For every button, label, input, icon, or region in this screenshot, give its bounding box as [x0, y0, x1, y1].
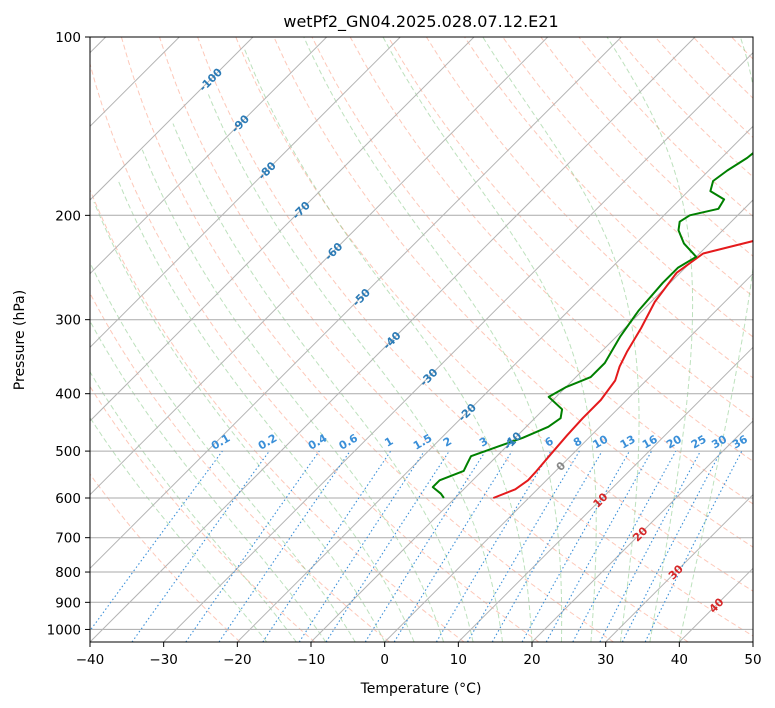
isotherm-gridline	[90, 37, 401, 349]
isotherm-gridline	[90, 37, 622, 570]
mixing-ratio-line	[185, 450, 320, 642]
isotherm-gridline	[605, 493, 753, 642]
isotherm-gridline	[531, 420, 753, 642]
dry-adiabat	[235, 37, 753, 592]
mixing-ratio-line	[298, 450, 425, 642]
background-lines	[90, 37, 753, 642]
dry-adiabat	[349, 37, 753, 462]
moist-adiabat	[678, 37, 753, 642]
isotherm-gridline	[236, 125, 753, 642]
x-axis-label: Temperature (°C)	[360, 681, 482, 697]
dry-adiabat	[90, 188, 465, 642]
y-tick-label: 300	[55, 313, 81, 329]
dry-adiabat	[425, 37, 753, 379]
x-tick-label: 10	[450, 652, 467, 668]
x-tick-label: −10	[297, 652, 326, 668]
isotherm-gridline	[90, 37, 475, 422]
dry-adiabat	[273, 37, 753, 548]
y-tick-label: 1000	[47, 622, 81, 638]
profiles	[431, 151, 753, 499]
y-tick-label: 500	[55, 444, 81, 460]
moist-adiabat	[244, 49, 533, 642]
mixing-ratio-line	[131, 450, 270, 642]
mixing-ratio-line	[325, 450, 450, 642]
x-tick-label: 40	[671, 652, 688, 668]
x-tick-label: 20	[523, 652, 540, 668]
isotherm-gridline	[90, 37, 549, 496]
y-tick-label: 600	[55, 491, 81, 507]
x-tick-label: 0	[380, 652, 389, 668]
isotherm-gridline	[457, 346, 753, 642]
plot-frame	[89, 36, 754, 643]
mixing-ratio-line	[218, 450, 351, 642]
y-tick-label: 100	[55, 30, 81, 46]
dry-adiabat	[464, 37, 753, 338]
mixing-ratio-line	[393, 450, 513, 642]
x-axis: −40 −30 −20 −10 0 10 20 30 40 50	[76, 642, 762, 668]
isotherm-gridline	[90, 37, 254, 201]
dry-adiabat	[90, 62, 540, 642]
mixing-ratio-line	[521, 450, 630, 642]
mixing-ratio-line	[572, 450, 677, 642]
isotherm-gridline	[384, 272, 753, 642]
moist-adiabat	[482, 37, 640, 642]
chart-title: wetPf2_GN04.2025.028.07.12.E21	[283, 12, 558, 32]
moist-adiabat	[90, 320, 327, 642]
moist-adiabat	[93, 201, 386, 642]
isotherm-gridline	[90, 37, 328, 275]
x-tick-label: 30	[597, 652, 614, 668]
dry-adiabat	[90, 292, 390, 642]
x-tick-label: −30	[149, 652, 178, 668]
y-axis: 100 200 300 400 500 600 700 800 900 1000	[47, 30, 90, 638]
x-tick-label: −40	[76, 652, 105, 668]
isotherm-gridline	[163, 51, 753, 642]
dry-adiabat	[90, 385, 316, 642]
y-tick-label: 200	[55, 208, 81, 224]
dry-adiabat	[90, 473, 241, 642]
y-tick-label: 900	[55, 595, 81, 611]
y-axis-label: Pressure (hPa)	[12, 290, 28, 390]
mixing-ratio-line	[545, 450, 653, 642]
moist-adiabat	[90, 416, 268, 642]
mixing-ratio-line	[262, 450, 392, 642]
moist-adiabat	[303, 37, 563, 642]
mixing-ratio-line	[90, 450, 223, 632]
dry-adiabat	[197, 37, 753, 637]
y-tick-label: 700	[55, 531, 81, 547]
y-tick-label: 400	[55, 387, 81, 403]
mixing-ratio-line	[644, 450, 743, 642]
moist-adiabat	[90, 370, 297, 642]
moist-adiabat	[382, 37, 597, 642]
dry-adiabat	[159, 37, 689, 642]
dry-adiabat	[120, 37, 614, 642]
dewpoint-profile	[431, 151, 753, 499]
moist-adiabat	[117, 180, 415, 642]
isotherm-gridline	[310, 199, 753, 642]
moist-adiabat	[90, 261, 356, 642]
temperature-profile	[492, 240, 753, 499]
x-tick-label: 50	[744, 652, 761, 668]
isotherm-gridline	[90, 37, 696, 642]
x-tick-label: −20	[223, 652, 252, 668]
y-tick-label: 800	[55, 565, 81, 581]
moist-adiabat	[606, 37, 694, 642]
